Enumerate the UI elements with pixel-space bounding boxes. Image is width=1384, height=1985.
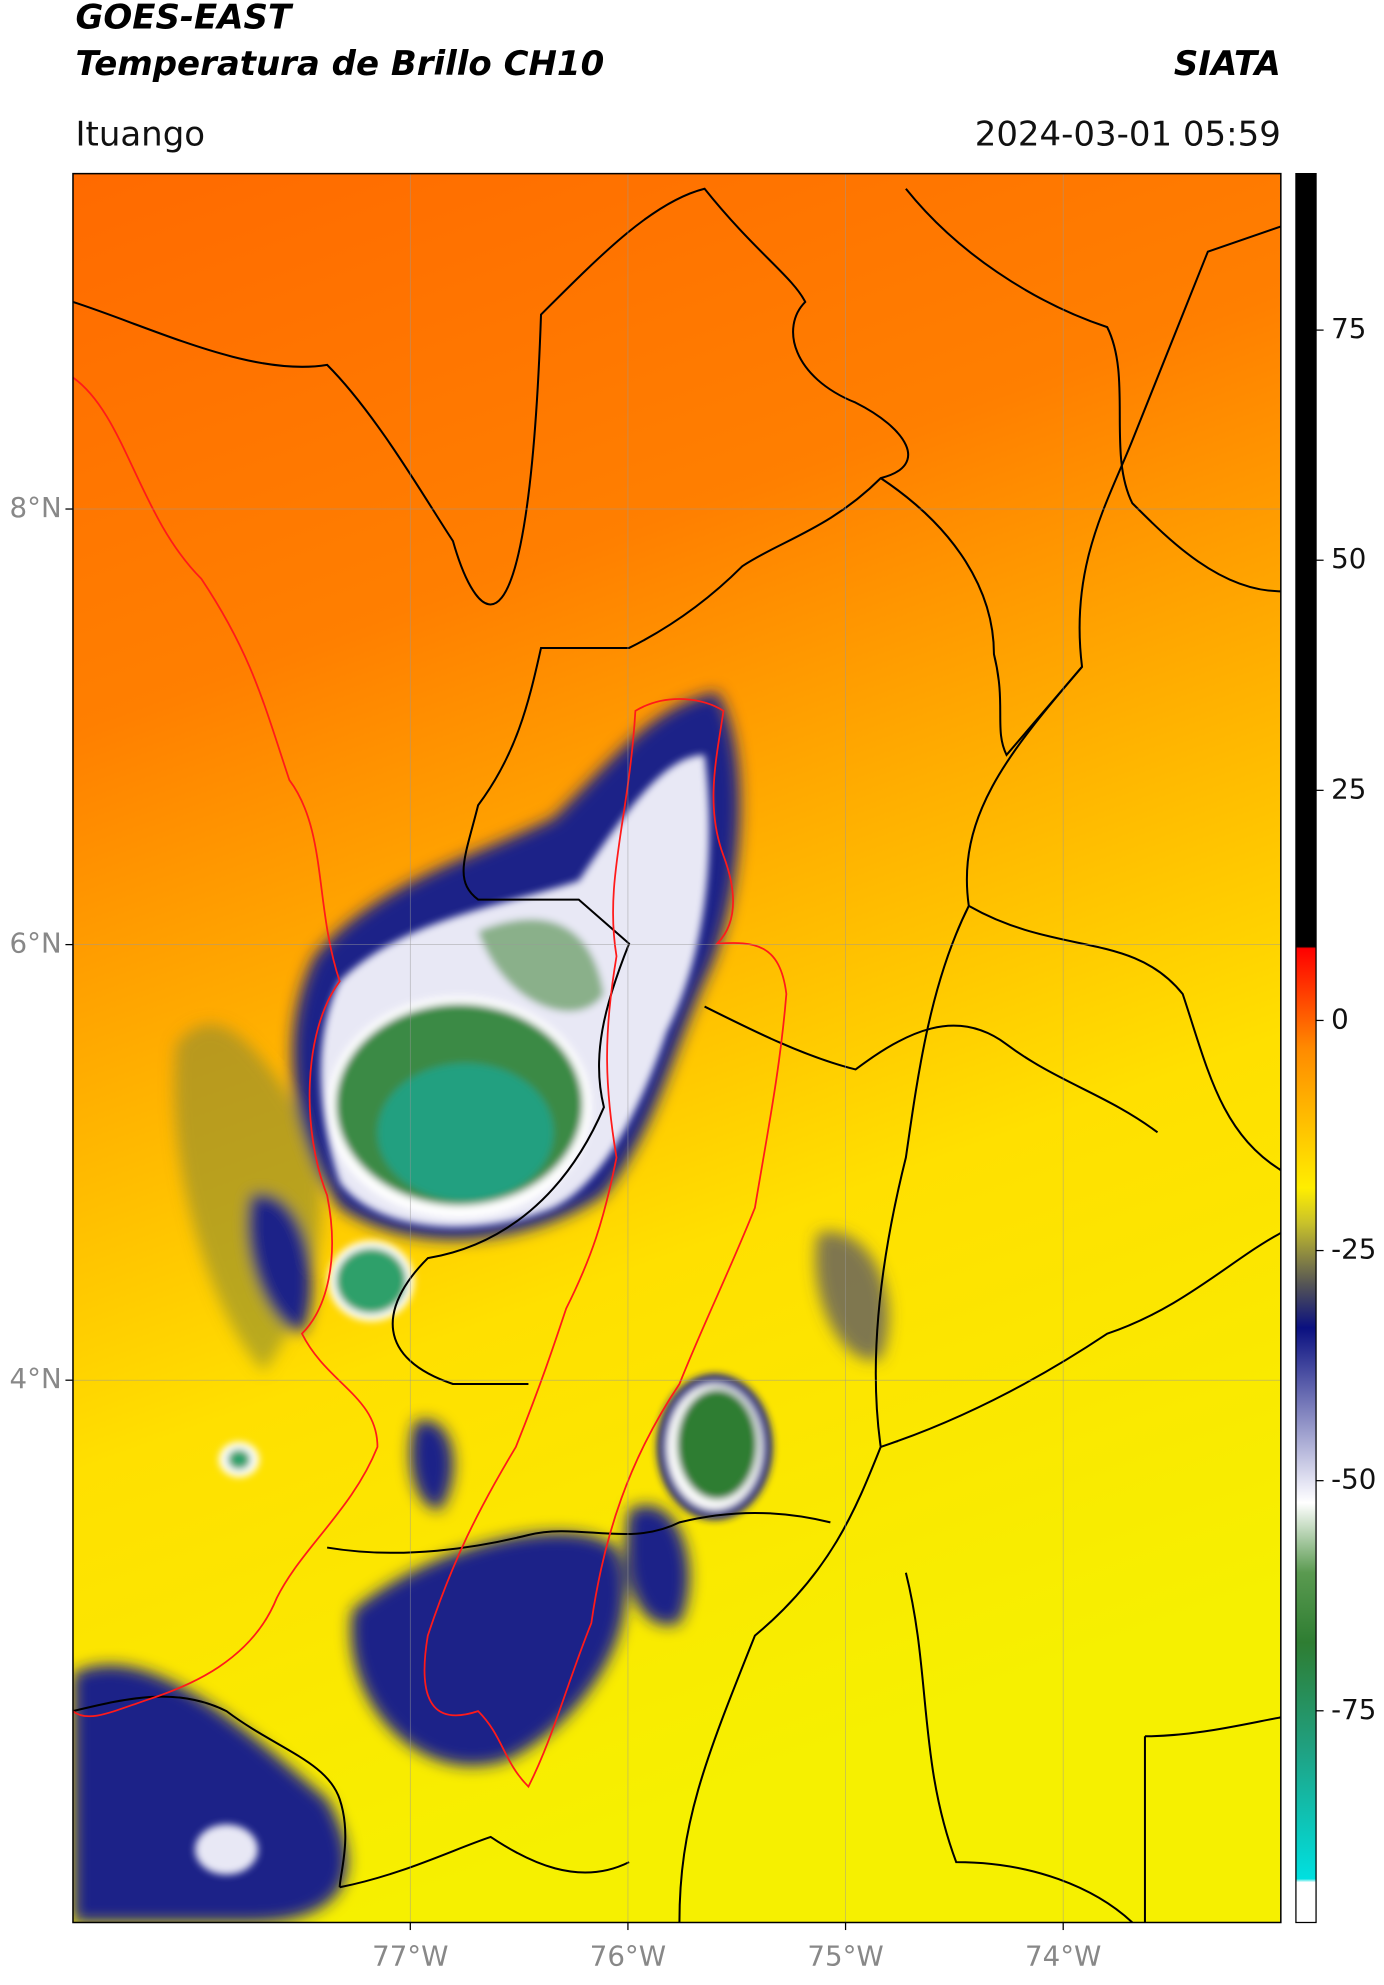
- lon-tick-label: 76°W: [590, 1940, 666, 1973]
- colorbar-tick-label: -50: [1331, 1463, 1376, 1496]
- map-image: [72, 173, 1281, 1923]
- colorbar: [1295, 172, 1317, 1924]
- colorbar-tick-label: 25: [1331, 772, 1366, 805]
- lat-tick-label: 4°N: [10, 1362, 62, 1395]
- lat-tick-label: 6°N: [10, 927, 62, 960]
- lon-tick-label: 74°W: [1025, 1940, 1101, 1973]
- lon-tick-label: 77°W: [372, 1940, 448, 1973]
- colorbar-tick-label: 0: [1331, 1002, 1349, 1035]
- title: GOES-EAST: [75, 0, 293, 37]
- timestamp: 2024-03-01 05:59: [975, 114, 1281, 154]
- colorbar-tick-label: -25: [1331, 1233, 1376, 1266]
- colorbar-tick-label: -75: [1331, 1693, 1376, 1726]
- lat-tick-label: 8°N: [10, 491, 62, 524]
- colorbar-tick-label: 50: [1331, 542, 1366, 575]
- location: Ituango: [75, 114, 205, 154]
- lon-tick-label: 75°W: [807, 1940, 883, 1973]
- map-frame: [72, 172, 1282, 1924]
- brand: SIATA: [1174, 44, 1281, 84]
- subtitle: Temperatura de Brillo CH10: [75, 44, 604, 84]
- colorbar-tick-label: 75: [1331, 312, 1366, 345]
